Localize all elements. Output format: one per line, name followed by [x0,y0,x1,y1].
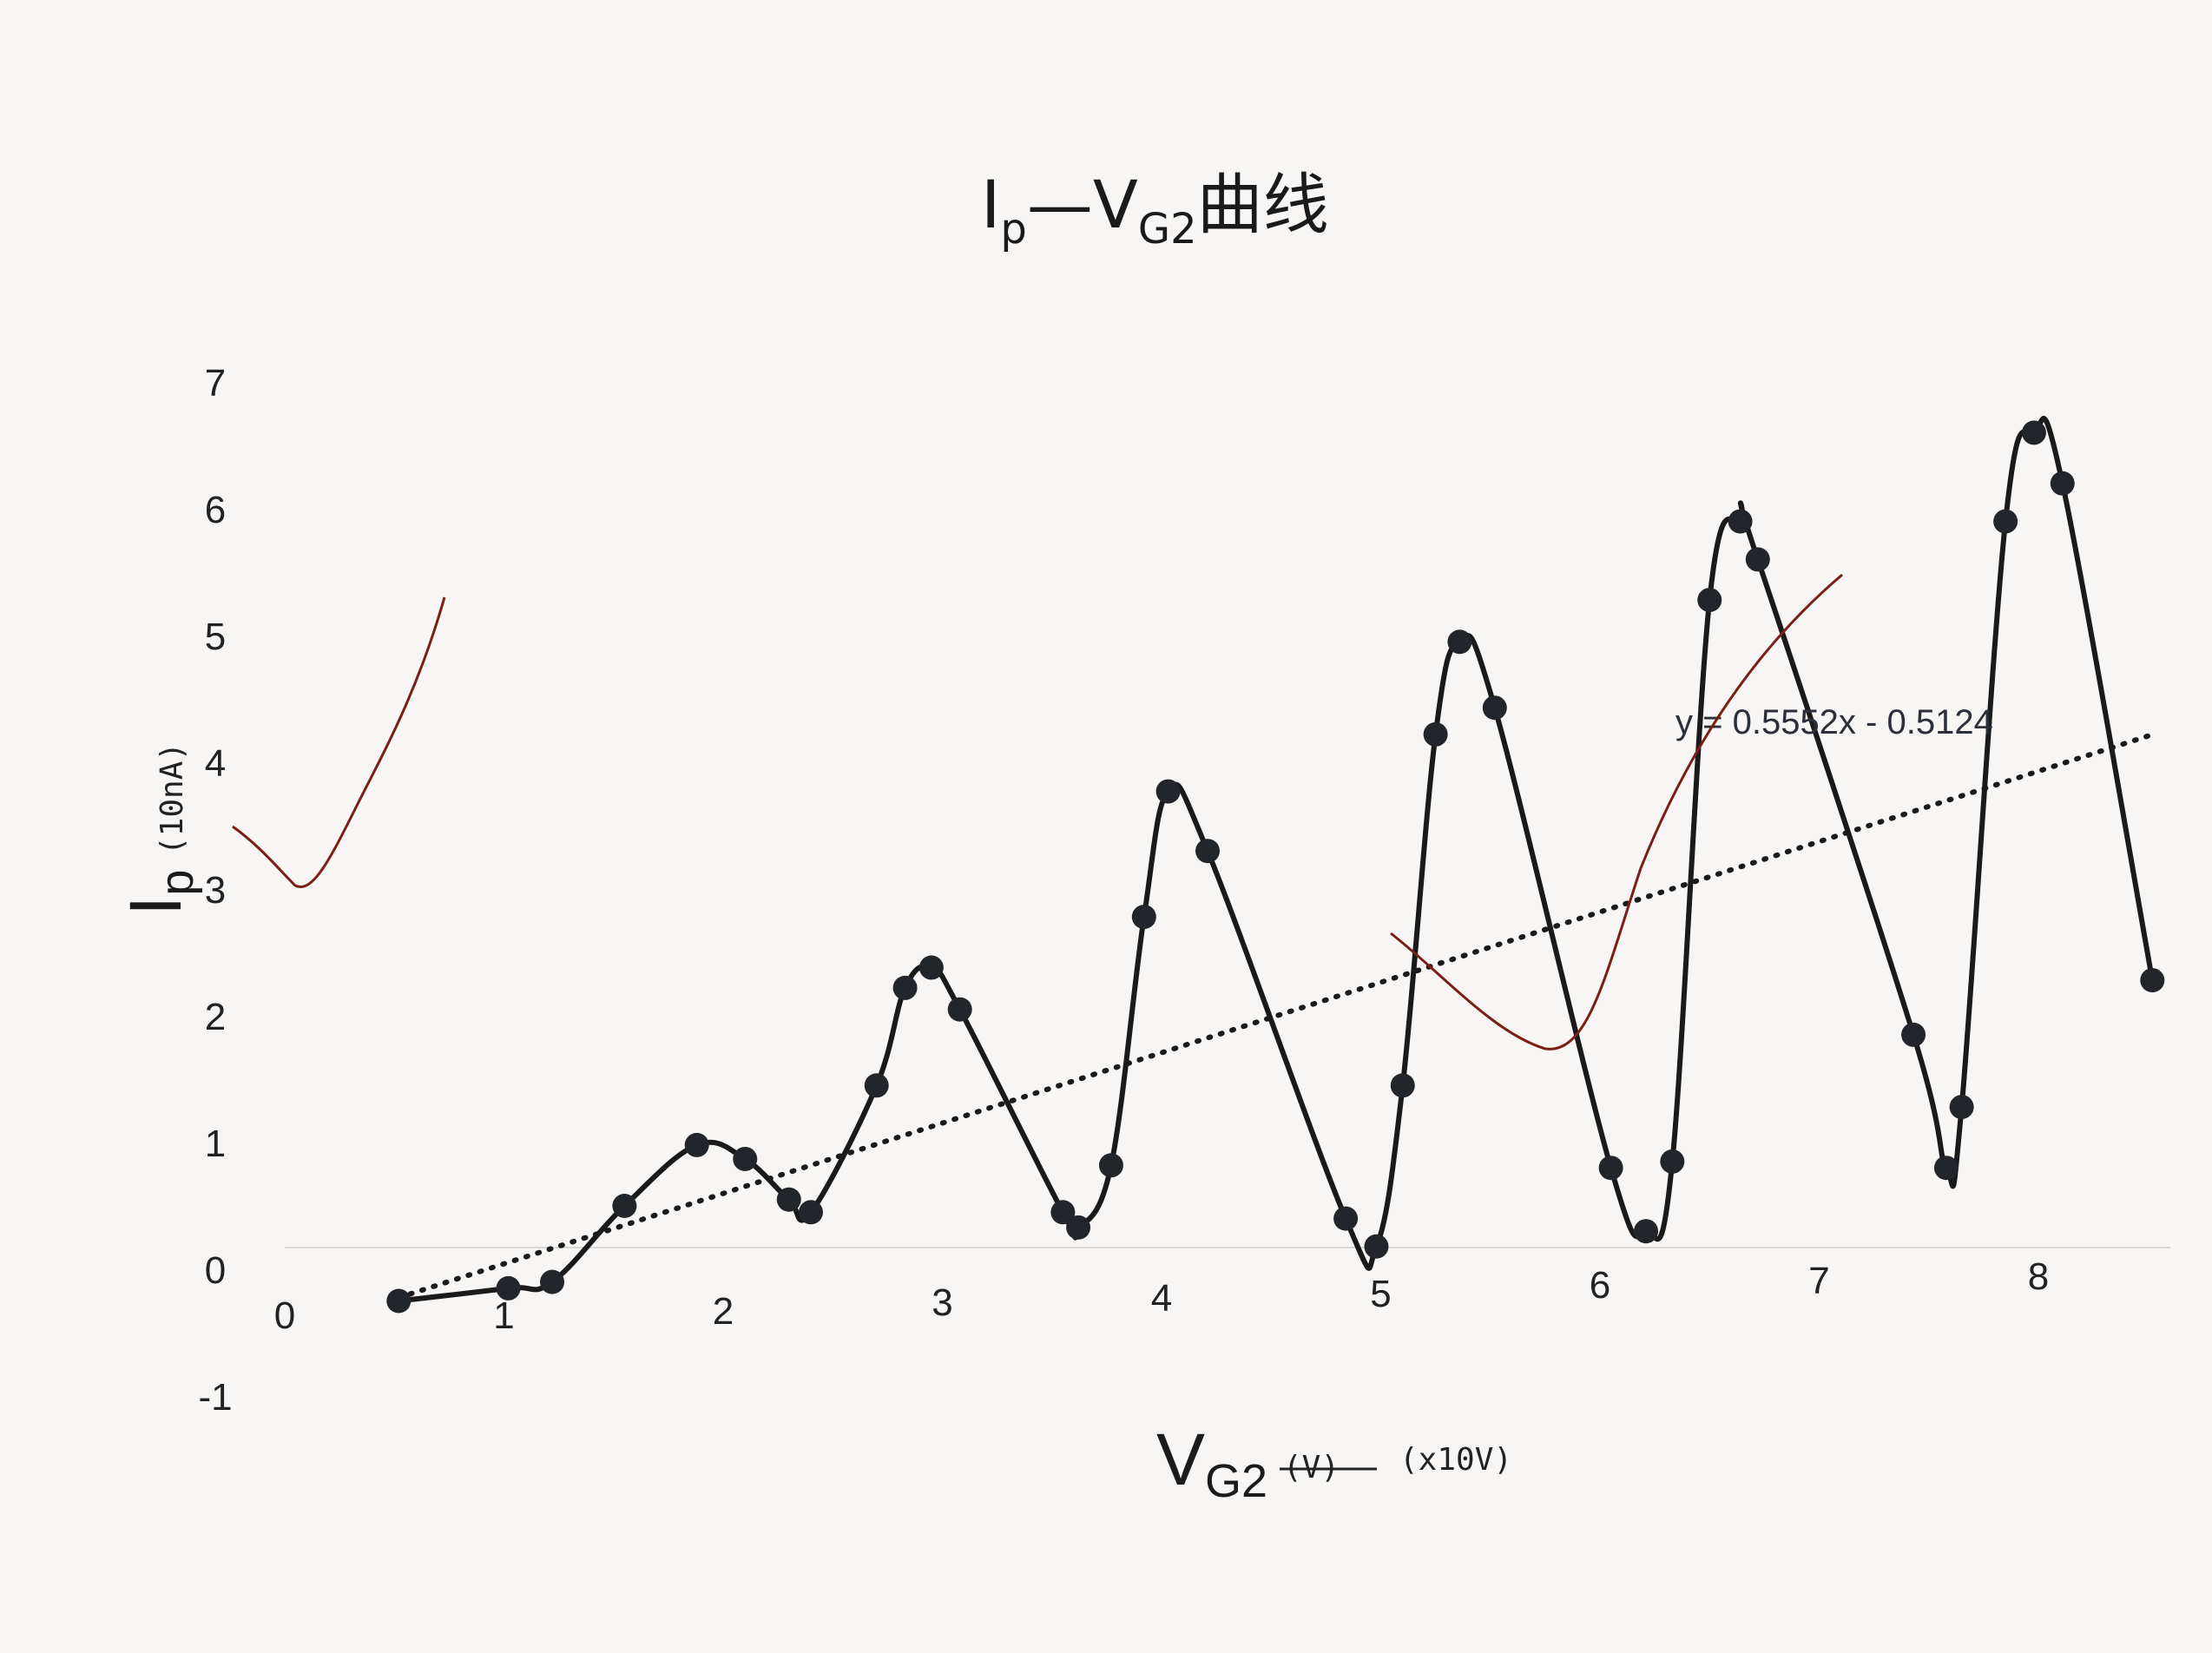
y-axis-ticks: -1 0 1 2 3 4 5 6 7 [198,362,232,1419]
y-tick-label: 6 [205,489,226,531]
data-point [1482,695,1507,721]
data-point [1390,1073,1415,1098]
title-sub-p: p [1000,205,1026,254]
data-point [1728,509,1753,534]
y-tick-label: 5 [205,616,226,658]
y-axis-label: Ip (10nA) [115,742,203,916]
y-axis-label-main: I [115,896,196,916]
data-point [1949,1095,1974,1120]
data-point [496,1275,521,1301]
data-point [1050,1200,1076,1225]
data-point [1364,1234,1389,1259]
data-point [864,1073,889,1098]
x-tick-label: 4 [1151,1277,1172,1320]
x-tick-label: 8 [2028,1255,2049,1298]
data-point [540,1269,565,1294]
data-point [1066,1215,1091,1240]
data-point [776,1187,801,1212]
x-tick-label: 0 [274,1294,295,1337]
data-point [2050,471,2075,496]
data-point [799,1200,823,1225]
data-point [1660,1149,1685,1174]
svg-text:Ip: Ip [115,870,203,916]
data-point [918,955,944,980]
y-tick-label: 4 [205,742,226,785]
svg-text:VG2: VG2 [1156,1419,1267,1507]
check-mark-right [1390,573,1843,1050]
title-main: I [981,166,1000,243]
data-point [1901,1022,1926,1047]
data-point [2140,968,2165,993]
data-point [1195,839,1221,864]
data-point [1447,629,1472,655]
check-mark-left [232,596,446,888]
y-tick-label: -1 [198,1376,232,1419]
trendline-equation: y = 0.5552x - 0.5124 [1675,703,1993,741]
data-point [1131,905,1156,930]
title-dash-v: —V [1027,166,1138,243]
data-point [1423,721,1448,747]
data-point [1634,1219,1659,1244]
y-tick-label: 1 [205,1123,226,1165]
title-suffix: 曲线 [1197,166,1329,243]
data-point [1333,1206,1359,1231]
y-tick-label: 7 [205,362,226,405]
x-tick-label: 1 [493,1294,514,1337]
series-line [398,416,2156,1304]
title-sub-g2: G2 [1138,205,1197,254]
x-axis-unit: (x10V) [1399,1442,1512,1478]
series-curve [398,416,2156,1304]
trendline [396,732,2156,1301]
data-point [612,1194,637,1218]
y-tick-label: 0 [205,1249,226,1292]
y-axis-unit: (10nA) [155,742,190,855]
data-point [947,997,972,1022]
data-point [1993,509,2018,534]
x-axis-ticks: 0 1 2 3 4 5 6 7 8 [274,1255,2049,1337]
series-points [386,420,2165,1314]
data-point [386,1288,411,1314]
x-tick-label: 7 [1808,1260,1829,1302]
x-tick-label: 3 [932,1281,952,1324]
data-point [1697,588,1722,613]
y-axis-label-sub: p [151,870,203,896]
data-point [733,1146,758,1171]
data-point [2021,420,2046,445]
x-tick-label: 2 [713,1290,734,1333]
data-point [1933,1156,1959,1181]
data-point [892,975,918,1000]
data-point [1745,547,1770,572]
chart-title: Ip—VG2曲线 [981,166,1329,254]
x-axis-label-sub: G2 [1205,1455,1267,1507]
trendline-line [396,732,2156,1301]
data-point [1598,1156,1623,1181]
y-tick-label: 3 [205,869,226,912]
data-point [684,1132,709,1157]
x-tick-label: 6 [1590,1264,1610,1307]
x-axis-label-main: V [1156,1419,1205,1500]
x-tick-label: 5 [1370,1273,1391,1315]
svg-text:Ip—VG2曲线: Ip—VG2曲线 [981,166,1329,254]
data-point [1098,1153,1123,1178]
x-axis-label: VG2 (V) (x10V) [1156,1419,1512,1507]
data-point [1155,779,1181,804]
y-tick-label: 2 [205,996,226,1038]
